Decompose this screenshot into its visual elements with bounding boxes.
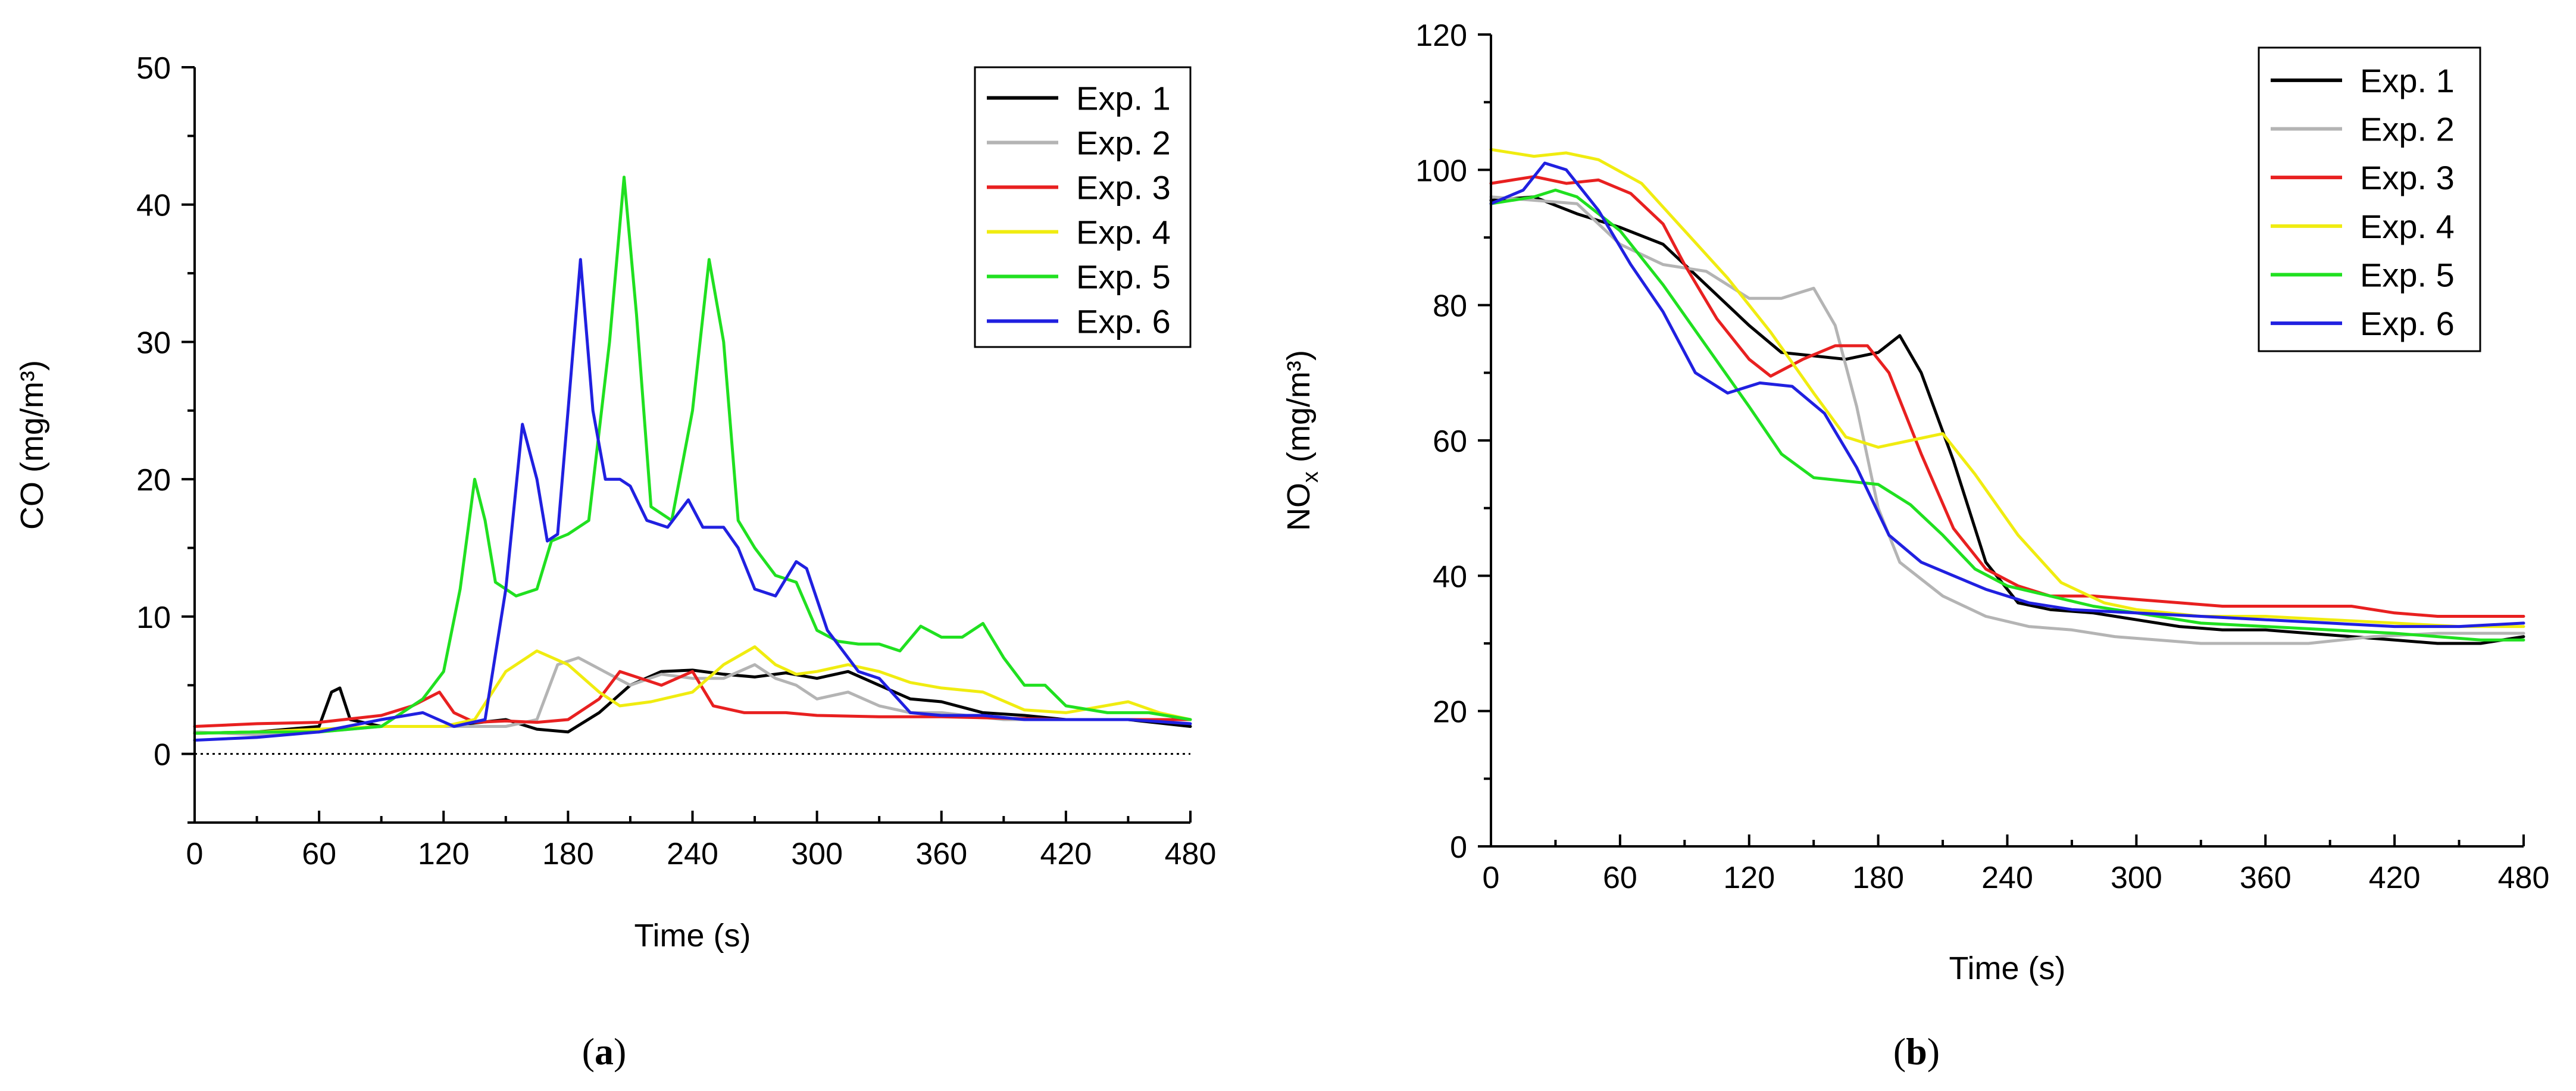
x-tick-label: 120 xyxy=(1723,861,1775,895)
panel-caption: (b) xyxy=(1893,1030,1940,1073)
y-tick-label: 60 xyxy=(1433,424,1467,459)
x-axis-label: Time (s) xyxy=(634,918,751,954)
y-tick-label: 40 xyxy=(136,189,171,223)
x-tick-label: 360 xyxy=(915,837,967,871)
x-tick-label: 60 xyxy=(302,837,336,871)
series-line-exp-5 xyxy=(1489,188,2525,642)
x-tick-label: 300 xyxy=(791,837,843,871)
caption-close-paren: ) xyxy=(614,1030,626,1073)
series-line-exp-4 xyxy=(193,645,1192,735)
caption-letter: a xyxy=(595,1030,614,1073)
caption-open-paren: ( xyxy=(582,1030,595,1073)
caption-open-paren: ( xyxy=(1893,1030,1906,1073)
y-tick-label: 0 xyxy=(1450,830,1467,865)
legend-label-exp-5: Exp. 5 xyxy=(2360,257,2455,294)
x-tick-label: 0 xyxy=(1483,861,1500,895)
y-tick-label: 10 xyxy=(136,601,171,635)
x-tick-label: 420 xyxy=(2369,861,2421,895)
series-line-exp-6 xyxy=(1489,161,2525,629)
legend-label-exp-6: Exp. 6 xyxy=(1076,303,1171,340)
chart-b: 0 60 120 180 240 300 360 420 480 0 20 40 60 80 100 120 T… xyxy=(1281,18,2549,1073)
y-axis-label-unit: (mg/m³) xyxy=(1281,350,1317,471)
series-line-exp-6 xyxy=(193,258,1192,742)
series-line-exp-4 xyxy=(1489,148,2525,629)
legend-label-exp-2: Exp. 2 xyxy=(1076,124,1171,162)
y-axis-label-subscript: x xyxy=(1298,471,1323,483)
legend-label-exp-1: Exp. 1 xyxy=(1076,80,1171,117)
y-tick-label: 120 xyxy=(1415,18,1467,53)
legend-label-exp-4: Exp. 4 xyxy=(1076,214,1171,251)
x-tick-label: 480 xyxy=(2498,861,2550,895)
y-axis-label-main: NO xyxy=(1281,483,1317,531)
y-axis-label: CO (mg/m³) xyxy=(14,360,50,530)
legend-box xyxy=(2258,46,2481,352)
panel-caption: (a) xyxy=(582,1030,627,1073)
y-tick-label: 0 xyxy=(154,738,171,773)
x-tick-label: 480 xyxy=(1165,837,1217,871)
y-tick-label: 100 xyxy=(1415,154,1467,188)
y-tick-label: 20 xyxy=(1433,695,1467,730)
caption-letter: b xyxy=(1906,1030,1927,1073)
caption-close-paren: ) xyxy=(1927,1030,1940,1073)
x-tick-label: 60 xyxy=(1603,861,1637,895)
legend-label-exp-4: Exp. 4 xyxy=(2360,208,2455,245)
x-axis-label: Time (s) xyxy=(1949,951,2066,986)
legend-label-exp-5: Exp. 5 xyxy=(1076,258,1171,296)
legend-box xyxy=(974,66,1192,348)
series-line-exp-5 xyxy=(193,176,1192,735)
x-tick-label: 180 xyxy=(542,837,594,871)
x-tick-label: 360 xyxy=(2240,861,2291,895)
x-tick-label: 240 xyxy=(1981,861,2033,895)
y-tick-label: 80 xyxy=(1433,289,1467,324)
series-line-exp-2 xyxy=(1489,195,2525,645)
chart-a: 0 60 120 180 240 300 360 420 480 0 10 20 30 40 50 Time … xyxy=(14,51,1216,1073)
legend-label-exp-3: Exp. 3 xyxy=(2360,159,2455,196)
x-tick-label: 300 xyxy=(2111,861,2162,895)
x-tick-label: 120 xyxy=(418,837,470,871)
x-tick-label: 0 xyxy=(186,837,204,871)
y-axis-label: NOx (mg/m³) xyxy=(1281,350,1323,531)
legend-label-exp-3: Exp. 3 xyxy=(1076,169,1171,207)
x-tick-label: 240 xyxy=(667,837,718,871)
y-tick-label: 30 xyxy=(136,326,171,360)
y-tick-label: 50 xyxy=(136,51,171,86)
legend-label-exp-1: Exp. 1 xyxy=(2360,62,2455,99)
y-tick-label: 40 xyxy=(1433,559,1467,594)
y-tick-label: 20 xyxy=(136,463,171,498)
series-line-exp-1 xyxy=(193,668,1192,735)
series-line-exp-3 xyxy=(1489,175,2525,618)
legend-label-exp-2: Exp. 2 xyxy=(2360,111,2455,148)
x-tick-label: 180 xyxy=(1852,861,1904,895)
legend-label-exp-6: Exp. 6 xyxy=(2360,305,2455,342)
x-tick-label: 420 xyxy=(1040,837,1092,871)
